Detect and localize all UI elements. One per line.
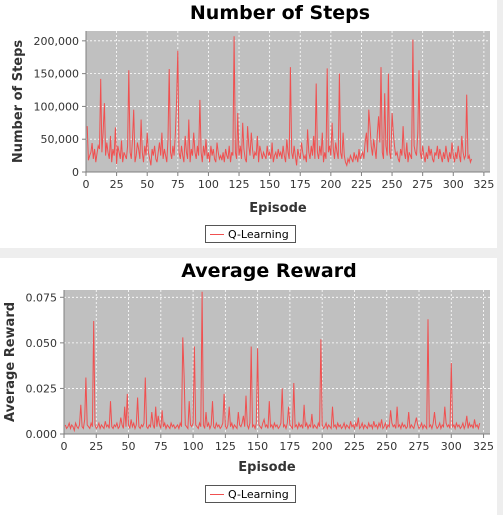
- series-line: [86, 36, 473, 168]
- x-tick-label: 125: [215, 440, 236, 453]
- panel-edge: [497, 258, 503, 515]
- x-tick-label: 200: [312, 440, 333, 453]
- x-tick-label: 150: [259, 178, 280, 191]
- x-tick-label: 25: [89, 440, 103, 453]
- x-tick-label: 250: [382, 178, 403, 191]
- reward-chart: Average Reward 0 25 50 75 100 125 150 175 200 225 2…: [3, 260, 494, 475]
- x-tick-label: 225: [344, 440, 365, 453]
- steps-chart: Number of Steps 0 25 50 75 100 125 150 175 200 225…: [11, 2, 494, 216]
- legend-line-icon: [210, 493, 224, 495]
- y-axis-label: Number of Steps: [11, 40, 26, 164]
- x-axis-label: Episode: [249, 201, 307, 216]
- chart-title: Average Reward: [181, 260, 356, 282]
- x-tick-label: 75: [154, 440, 168, 453]
- legend: Q-Learning: [205, 485, 296, 503]
- steps-chart-panel: Number of Steps 0 25 50 75 100 125 150 175 200 225…: [0, 0, 503, 248]
- x-tick-label: 275: [412, 178, 433, 191]
- x-tick-label: 125: [229, 178, 250, 191]
- y-tick-label: 100,000: [34, 100, 80, 113]
- legend: Q-Learning: [205, 225, 296, 243]
- x-tick-label: 250: [376, 440, 397, 453]
- x-tick-label: 25: [110, 178, 124, 191]
- x-tick-label: 75: [171, 178, 185, 191]
- y-tick-label: 0.025: [26, 382, 58, 395]
- x-tick-label: 150: [247, 440, 268, 453]
- legend-label: Q-Learning: [228, 227, 289, 241]
- x-tick-label: 175: [290, 178, 311, 191]
- x-tick-label: 225: [351, 178, 372, 191]
- x-tick-label: 325: [473, 178, 494, 191]
- y-tick-label: 150,000: [34, 68, 80, 81]
- y-tick-label: 0.000: [26, 428, 58, 441]
- y-axis-label: Average Reward: [3, 302, 18, 422]
- x-tick-label: 300: [441, 440, 462, 453]
- series-line: [64, 291, 481, 433]
- y-tick-label: 0.075: [26, 291, 58, 304]
- y-tick-label: 50,000: [41, 133, 80, 146]
- x-tick-label: 50: [140, 178, 154, 191]
- x-tick-label: 200: [320, 178, 341, 191]
- x-tick-label: 100: [198, 178, 219, 191]
- legend-line-icon: [210, 233, 224, 235]
- panel-edge: [497, 0, 503, 248]
- x-tick-label: 325: [473, 440, 494, 453]
- x-tick-label: 100: [183, 440, 204, 453]
- y-tick-label: 200,000: [34, 35, 80, 48]
- x-tick-label: 175: [279, 440, 300, 453]
- reward-chart-panel: Average Reward 0 25 50 75 100 125 150 175 200 225 2…: [0, 258, 503, 515]
- y-tick-label: 0.050: [26, 337, 58, 350]
- x-tick-label: 50: [122, 440, 136, 453]
- chart-title: Number of Steps: [190, 2, 370, 24]
- x-axis-label: Episode: [238, 460, 296, 475]
- x-tick-label: 0: [83, 178, 90, 191]
- legend-label: Q-Learning: [228, 487, 289, 501]
- x-tick-label: 275: [409, 440, 430, 453]
- y-tick-label: 0: [72, 166, 79, 179]
- x-tick-label: 0: [61, 440, 68, 453]
- x-tick-label: 300: [443, 178, 464, 191]
